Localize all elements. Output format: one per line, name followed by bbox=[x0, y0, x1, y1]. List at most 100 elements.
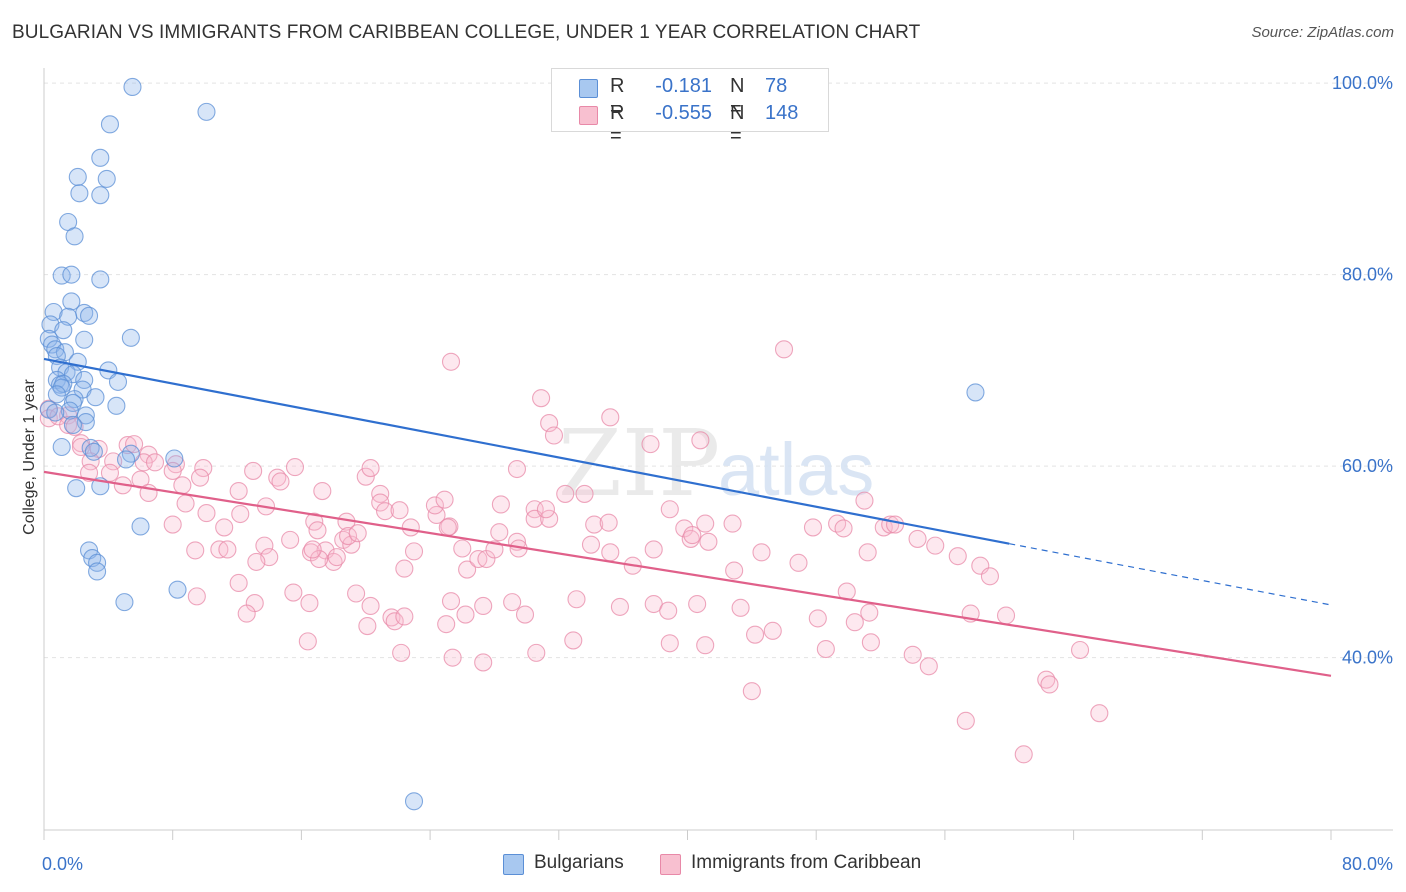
data-point bbox=[348, 524, 367, 543]
data-point bbox=[855, 491, 874, 510]
data-point bbox=[197, 504, 216, 523]
data-point bbox=[532, 389, 551, 408]
data-point bbox=[63, 415, 83, 435]
data-point bbox=[474, 653, 493, 672]
data-point bbox=[556, 484, 575, 503]
data-point bbox=[308, 521, 327, 540]
data-point bbox=[125, 435, 144, 454]
data-point bbox=[1040, 675, 1059, 694]
y-axis-label: College, Under 1 year bbox=[21, 379, 38, 535]
data-point bbox=[83, 549, 102, 568]
data-point bbox=[696, 514, 715, 533]
data-point bbox=[81, 452, 100, 471]
data-point bbox=[731, 598, 750, 617]
data-point bbox=[395, 559, 414, 578]
data-point bbox=[173, 476, 192, 495]
data-point bbox=[575, 484, 594, 503]
data-point bbox=[244, 461, 263, 480]
data-point bbox=[168, 580, 187, 599]
data-point bbox=[107, 396, 126, 415]
data-point bbox=[376, 502, 395, 521]
data-point bbox=[725, 561, 744, 580]
data-point bbox=[347, 584, 366, 603]
data-point bbox=[100, 115, 120, 134]
data-point bbox=[919, 657, 938, 676]
data-point bbox=[456, 605, 475, 624]
data-point bbox=[752, 543, 771, 562]
data-point bbox=[490, 523, 509, 542]
data-point bbox=[808, 609, 827, 628]
data-point bbox=[176, 494, 195, 513]
data-point bbox=[610, 597, 629, 616]
data-point bbox=[908, 529, 927, 548]
data-point bbox=[91, 186, 110, 205]
data-point bbox=[763, 621, 782, 640]
data-point bbox=[443, 648, 462, 667]
trend-line bbox=[43, 470, 1332, 677]
data-point bbox=[401, 518, 420, 537]
data-point bbox=[75, 330, 94, 349]
data-point bbox=[91, 270, 110, 289]
legend-r-value: -0.181 bbox=[655, 75, 712, 97]
data-point bbox=[425, 496, 444, 515]
legend-n-value: 78 bbox=[765, 75, 788, 97]
data-point bbox=[644, 540, 663, 559]
data-point bbox=[71, 434, 91, 453]
data-point bbox=[834, 519, 853, 538]
data-point bbox=[91, 148, 110, 167]
data-point bbox=[229, 573, 248, 593]
data-point bbox=[145, 453, 165, 472]
data-point bbox=[284, 583, 303, 602]
data-point bbox=[996, 606, 1016, 625]
data-point bbox=[197, 102, 216, 121]
data-point bbox=[59, 415, 78, 435]
data-point bbox=[427, 505, 446, 525]
trend-lines bbox=[43, 357, 1332, 677]
source-label: Source: ZipAtlas.com bbox=[1251, 24, 1394, 41]
data-point bbox=[70, 184, 89, 203]
data-point bbox=[474, 596, 493, 615]
data-point bbox=[271, 472, 290, 491]
data-point bbox=[742, 682, 761, 701]
data-point bbox=[121, 444, 140, 463]
data-point bbox=[229, 481, 248, 501]
data-point bbox=[115, 593, 134, 612]
x-tick-label: 80.0% bbox=[1342, 854, 1393, 874]
swatch-pink bbox=[660, 854, 681, 875]
data-point bbox=[88, 562, 107, 581]
legend-r-value: -0.555 bbox=[655, 102, 712, 124]
data-point bbox=[65, 227, 84, 246]
chart-title: BULGARIAN VS IMMIGRANTS FROM CARIBBEAN C… bbox=[12, 22, 921, 43]
data-point bbox=[68, 167, 87, 187]
axes bbox=[43, 68, 1393, 840]
legend-swatch-pink bbox=[579, 106, 598, 125]
data-point bbox=[581, 535, 601, 554]
data-point bbox=[390, 501, 409, 520]
data-point bbox=[116, 450, 136, 469]
data-point bbox=[660, 634, 679, 653]
data-point bbox=[803, 518, 823, 537]
data-point bbox=[187, 587, 206, 606]
legend-n-value: 148 bbox=[765, 102, 799, 124]
data-point bbox=[186, 541, 205, 560]
data-point bbox=[231, 504, 250, 524]
data-point bbox=[599, 513, 618, 532]
data-point bbox=[392, 643, 411, 662]
data-point bbox=[966, 383, 985, 402]
data-point bbox=[361, 596, 380, 615]
data-point bbox=[816, 639, 835, 659]
data-point bbox=[956, 711, 975, 730]
data-point bbox=[54, 321, 73, 340]
data-point bbox=[544, 426, 564, 445]
trend-line-extension bbox=[1009, 543, 1332, 606]
data-point bbox=[789, 553, 808, 572]
data-point bbox=[358, 617, 377, 636]
legend-r-label: R = bbox=[610, 75, 625, 120]
y-tick-label: 60.0% bbox=[1342, 456, 1393, 476]
data-point bbox=[215, 518, 234, 537]
data-point bbox=[300, 594, 319, 613]
data-point bbox=[97, 169, 116, 188]
x-tick-label: 0.0% bbox=[42, 854, 83, 874]
data-point bbox=[356, 467, 375, 486]
data-point bbox=[52, 266, 71, 285]
